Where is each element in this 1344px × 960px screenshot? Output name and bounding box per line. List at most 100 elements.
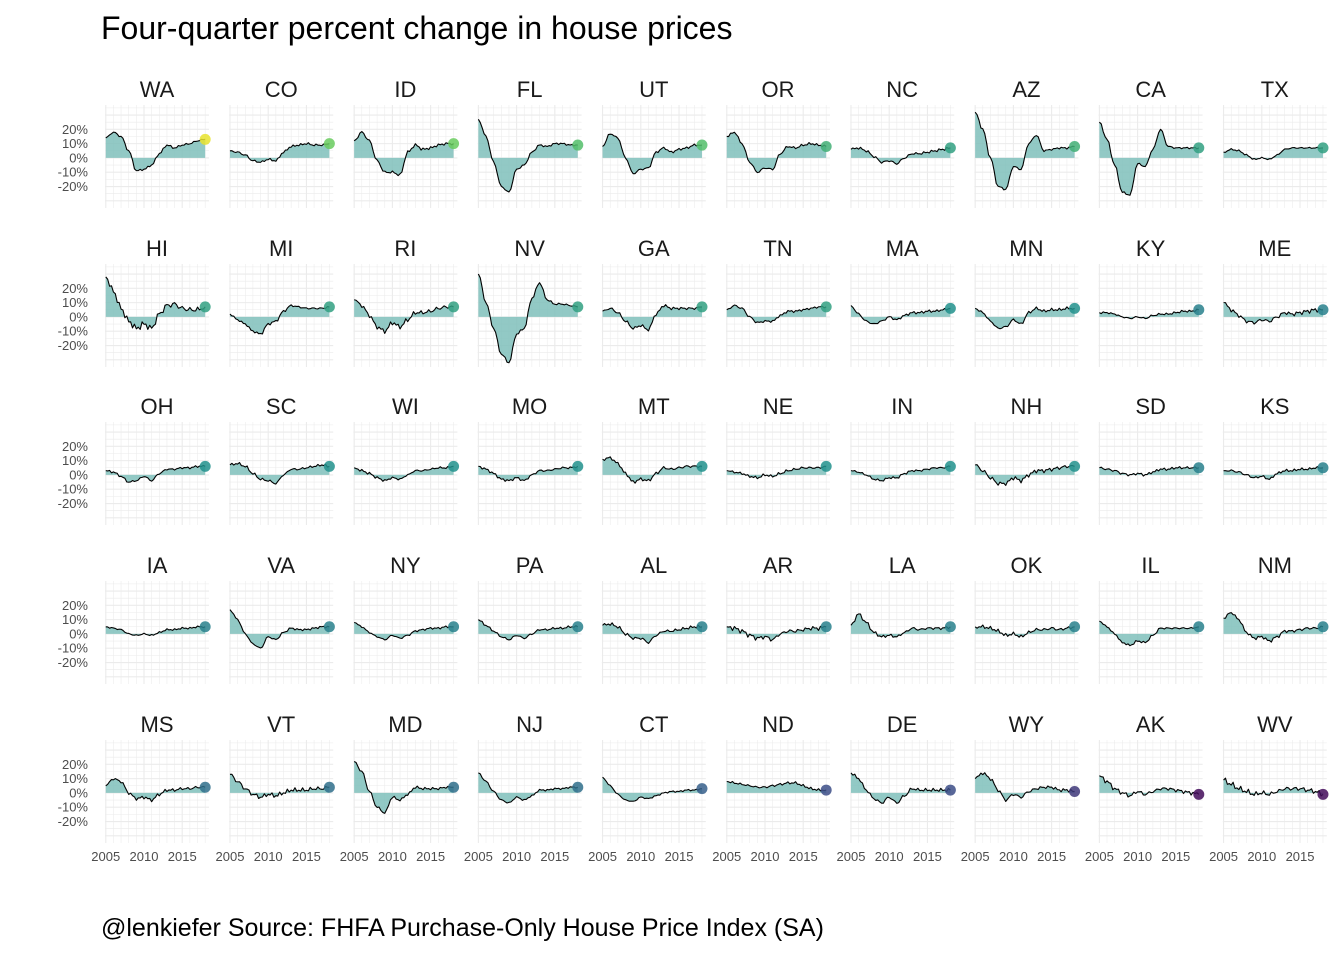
change-area	[1099, 309, 1199, 319]
change-area	[478, 619, 578, 640]
latest-value-point	[820, 784, 832, 796]
change-line	[478, 619, 579, 641]
latest-value-point	[696, 621, 708, 633]
x-tick-label: 2010	[1247, 849, 1276, 864]
chart-title: Four-quarter percent change in house pri…	[101, 10, 733, 46]
x-tick-label: 2010	[130, 849, 159, 864]
change-line	[229, 304, 330, 335]
facet-grid	[229, 264, 334, 367]
change-line	[477, 273, 578, 364]
facet-label: MA	[886, 236, 919, 261]
facet-grid	[601, 264, 706, 367]
latest-value-point	[572, 301, 584, 313]
facet-label: OR	[762, 77, 795, 102]
change-area	[1099, 775, 1199, 798]
latest-value-point	[572, 139, 584, 151]
facet-label: MN	[1009, 236, 1043, 261]
change-line	[105, 464, 206, 483]
change-line	[602, 622, 703, 645]
facet-label: CO	[265, 77, 298, 102]
latest-value-point	[572, 781, 584, 793]
change-area	[105, 132, 206, 171]
facet-nd: ND 2005 2010 2015	[712, 712, 832, 864]
change-area	[975, 772, 1075, 802]
facet-ga: GA	[601, 236, 708, 367]
change-line	[974, 624, 1075, 638]
latest-value-point	[448, 301, 460, 313]
change-area	[602, 622, 702, 644]
y-tick-label: -20%	[58, 179, 89, 194]
latest-value-point	[1317, 462, 1329, 474]
facet-label: IA	[147, 553, 168, 578]
latest-value-point	[448, 621, 460, 633]
facet-label: MI	[269, 236, 293, 261]
y-tick-label: -10%	[58, 165, 89, 180]
change-area	[602, 134, 702, 174]
latest-value-point	[1069, 140, 1081, 152]
change-line	[974, 111, 1075, 191]
change-line	[478, 465, 579, 482]
facet-id: ID	[353, 77, 460, 208]
facet-label: ND	[762, 712, 794, 737]
y-tick-label: 0%	[69, 150, 88, 165]
facet-label: MS	[141, 712, 174, 737]
facet-ks: KS	[1222, 394, 1329, 525]
x-tick-label: 2010	[999, 849, 1028, 864]
change-area	[478, 119, 578, 192]
y-tick-label: 20%	[62, 598, 88, 613]
change-line	[353, 760, 454, 814]
facet-ne: NE	[726, 394, 832, 525]
change-area	[105, 276, 206, 330]
latest-value-point	[323, 460, 335, 472]
x-tick-label: 2005	[837, 849, 866, 864]
facet-label: DE	[887, 712, 918, 737]
change-line	[1223, 302, 1323, 325]
latest-value-point	[572, 460, 584, 472]
facet-fl: FL	[477, 77, 584, 208]
facet-label: LA	[889, 553, 916, 578]
facet-ut: UT	[601, 77, 708, 208]
facet-tn: TN	[726, 236, 832, 367]
x-tick-label: 2015	[1286, 849, 1315, 864]
change-line	[1099, 620, 1199, 647]
y-tick-label: -20%	[58, 496, 89, 511]
facet-label: NJ	[516, 712, 543, 737]
facet-nj: NJ 2005 2010 2015	[464, 712, 584, 864]
facet-label: TX	[1261, 77, 1289, 102]
change-line	[105, 131, 206, 172]
x-tick-label: 2015	[540, 849, 569, 864]
facet-al: AL	[601, 553, 708, 684]
y-tick-label: 20%	[62, 439, 88, 454]
facet-label: AZ	[1012, 77, 1040, 102]
change-line	[1223, 466, 1324, 481]
latest-value-point	[944, 460, 956, 472]
change-line	[354, 299, 454, 334]
change-area	[354, 131, 454, 176]
change-line	[478, 772, 578, 804]
latest-value-point	[820, 460, 832, 472]
change-line	[105, 276, 206, 330]
x-tick-label: 2015	[913, 849, 942, 864]
latest-value-point	[696, 460, 708, 472]
change-area	[602, 777, 702, 802]
y-tick-label: 20%	[62, 122, 88, 137]
latest-value-point	[572, 621, 584, 633]
facet-hi: HI 20%10%0%-10%-20%	[58, 236, 211, 367]
change-line	[105, 625, 206, 637]
facet-label: HI	[146, 236, 168, 261]
facet-wv: WV 2005 2010 2015	[1209, 712, 1329, 864]
facet-wa: WA 20%10%0%-10%-20%	[58, 77, 211, 208]
change-area	[354, 761, 454, 814]
x-tick-label: 2005	[961, 849, 990, 864]
change-area	[726, 626, 827, 642]
change-line	[850, 465, 951, 482]
latest-value-point	[1317, 621, 1329, 633]
facet-label: IL	[1141, 553, 1159, 578]
latest-value-point	[696, 139, 708, 151]
facet-or: OR	[726, 77, 832, 208]
latest-value-point	[448, 781, 460, 793]
change-area	[229, 609, 330, 648]
latest-value-point	[1069, 302, 1081, 314]
facet-mo: MO	[477, 394, 584, 525]
